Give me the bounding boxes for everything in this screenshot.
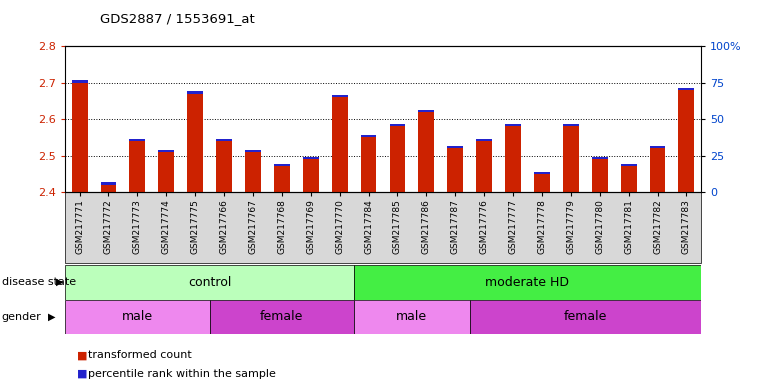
Bar	[476, 139, 492, 141]
Bar	[505, 126, 521, 192]
Bar	[592, 159, 607, 192]
Bar	[650, 146, 666, 148]
Text: moderate HD: moderate HD	[486, 276, 569, 289]
Bar	[418, 112, 434, 192]
Bar	[361, 135, 377, 137]
Bar	[389, 124, 405, 126]
Bar	[563, 124, 579, 126]
Bar	[129, 139, 146, 141]
Text: ■: ■	[77, 350, 87, 360]
Text: ■: ■	[77, 369, 87, 379]
Bar	[470, 300, 701, 334]
Bar	[129, 141, 146, 192]
Bar	[187, 93, 203, 192]
Bar	[71, 83, 87, 192]
Text: ▶: ▶	[56, 277, 64, 287]
Bar	[216, 141, 232, 192]
Bar	[274, 166, 290, 192]
Bar	[245, 152, 261, 192]
Text: gender: gender	[2, 312, 41, 322]
Bar	[100, 182, 116, 185]
Bar	[563, 126, 579, 192]
Bar	[303, 159, 319, 192]
Text: GDS2887 / 1553691_at: GDS2887 / 1553691_at	[100, 12, 254, 25]
Bar	[159, 152, 174, 192]
Bar	[620, 166, 637, 192]
Bar	[650, 148, 666, 192]
Bar	[620, 164, 637, 166]
Bar	[65, 300, 210, 334]
Text: male: male	[122, 310, 153, 323]
Text: female: female	[564, 310, 607, 323]
Bar	[65, 265, 354, 300]
Bar	[505, 124, 521, 126]
Bar	[354, 300, 470, 334]
Bar	[361, 137, 377, 192]
Bar	[303, 157, 319, 159]
Bar	[100, 185, 116, 192]
Text: female: female	[260, 310, 303, 323]
Bar	[159, 150, 174, 152]
Text: percentile rank within the sample: percentile rank within the sample	[88, 369, 276, 379]
Bar	[447, 146, 463, 148]
Bar	[354, 265, 701, 300]
Text: control: control	[188, 276, 231, 289]
Bar	[71, 79, 87, 83]
Text: disease state: disease state	[2, 277, 76, 287]
Bar	[332, 97, 348, 192]
Bar	[534, 174, 550, 192]
Bar	[216, 139, 232, 141]
Text: male: male	[396, 310, 427, 323]
Text: ▶: ▶	[48, 312, 56, 322]
Bar	[447, 148, 463, 192]
Bar	[245, 150, 261, 152]
Bar	[679, 88, 695, 90]
Bar	[476, 141, 492, 192]
Bar	[389, 126, 405, 192]
Bar	[534, 172, 550, 174]
Bar	[592, 157, 607, 159]
Bar	[274, 164, 290, 166]
Text: transformed count: transformed count	[88, 350, 192, 360]
Bar	[679, 90, 695, 192]
Bar	[332, 95, 348, 97]
Bar	[210, 300, 354, 334]
Bar	[418, 109, 434, 112]
Bar	[187, 91, 203, 93]
